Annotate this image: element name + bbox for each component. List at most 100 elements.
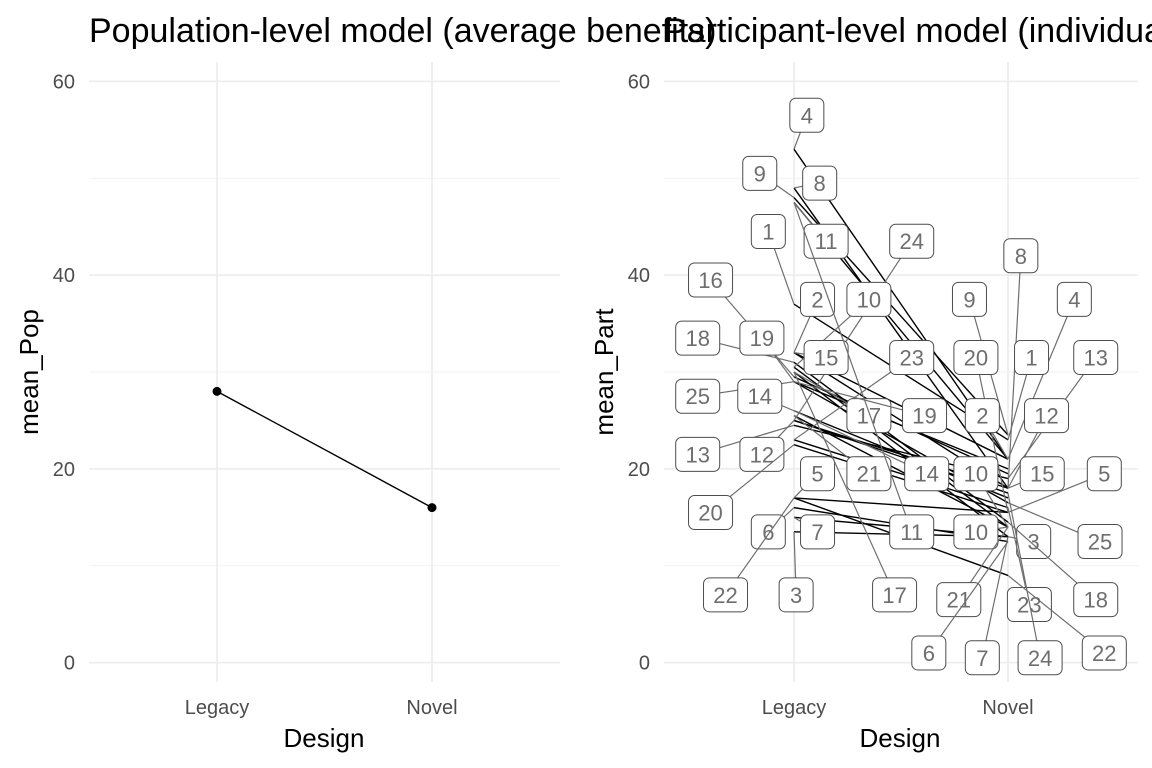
participant-label: 7 [976,646,988,671]
label-box [1077,524,1123,560]
participant-label: 25 [685,384,709,409]
label-box [800,514,836,550]
label-box [889,223,935,259]
participant-label: 9 [754,161,766,186]
series-line [216,390,433,509]
label-box [904,456,950,492]
participant-label: 23 [899,345,923,370]
participant-label: 14 [748,384,772,409]
participant-label: 4 [1068,287,1080,312]
x-tick-labels: Legacy Novel [185,697,458,719]
participant-label: 8 [1015,244,1027,269]
y-tick-label: 0 [64,653,75,675]
y-tick-label: 40 [53,265,75,287]
label-box [742,155,778,191]
label-box [1086,456,1122,492]
label-box [951,281,987,317]
y-tick-labels: 0 20 40 60 [628,71,650,674]
label-box [803,339,849,375]
y-tick-label: 60 [53,71,75,93]
participant-label: 2 [976,404,988,429]
label-box [1016,524,1052,560]
series-line [793,443,1009,514]
y-tick-label: 20 [628,459,650,481]
participant-label: 22 [713,583,737,608]
series-line [793,371,1009,538]
label-box [902,398,948,434]
label-box [889,339,935,375]
participant-label: 18 [685,326,709,351]
data-point [427,503,437,513]
participant-label: 11 [815,229,838,254]
label-box [802,165,838,201]
participant-label: 14 [914,462,938,487]
x-tick-label: Legacy [762,697,827,719]
label-box [675,378,721,414]
participant-label: 6 [923,641,935,666]
label-box [750,214,786,250]
participant-label: 17 [882,583,906,608]
participant-label: 8 [814,171,826,196]
y-axis-title: mean_Pop [14,309,44,435]
label-leader-line [793,371,896,596]
label-box [737,378,783,414]
label-box [953,339,999,375]
label-box [1056,281,1092,317]
participant-label: 10 [964,520,988,545]
population-panel: Population-level model (average benefits… [14,12,716,753]
label-box [1073,582,1119,618]
label-box [703,577,749,613]
label-leader-line [1007,255,1022,489]
label-leader-line [928,541,1009,654]
x-tick-label: Novel [406,697,457,719]
y-tick-label: 60 [628,71,650,93]
series-line [793,366,1009,528]
data-point [212,386,222,396]
label-box [750,514,786,550]
label-box [846,398,892,434]
label-leader-line [793,240,913,421]
label-box [800,456,836,492]
series-line [793,414,1009,528]
participant-label: 1 [1025,345,1037,370]
label-box [964,398,1000,434]
participant-label: 22 [1092,641,1116,666]
label-box [953,514,999,550]
y-tick-labels: 0 20 40 60 [53,71,75,674]
participant-label: 20 [964,345,988,370]
participant-label: 7 [811,520,823,545]
label-box [1024,398,1070,434]
x-tick-label: Legacy [185,697,250,719]
label-leader-line [981,536,1009,658]
participant-label: 19 [750,326,774,351]
participant-label: 11 [900,520,923,545]
label-box [889,514,935,550]
label-leader-line [1007,492,1041,658]
participant-label: 21 [947,588,971,613]
label-box [936,582,982,618]
participant-label: 13 [685,442,709,467]
x-axis-title: Design [284,723,365,753]
x-axis-title: Design [860,723,941,753]
label-box [953,456,999,492]
y-tick-label: 40 [628,265,650,287]
participant-label: 10 [964,462,988,487]
participant-label: 17 [857,404,881,429]
label-leader-line [793,202,913,533]
y-tick-label: 20 [53,459,75,481]
label-box [964,640,1000,676]
participant-label: 16 [698,268,722,293]
participant-label: 10 [857,287,881,312]
label-box [675,320,721,356]
label-box [872,577,918,613]
participant-label: 25 [1088,530,1112,555]
y-tick-label: 0 [639,653,650,675]
participant-label: 5 [1098,462,1110,487]
label-box [803,223,849,259]
y-axis-title: mean_Part [589,308,619,436]
x-tick-labels: Legacy Novel [762,697,1034,719]
label-box [778,577,814,613]
label-box [688,494,734,530]
participant-label: 2 [811,287,823,312]
gridlines [89,62,560,682]
